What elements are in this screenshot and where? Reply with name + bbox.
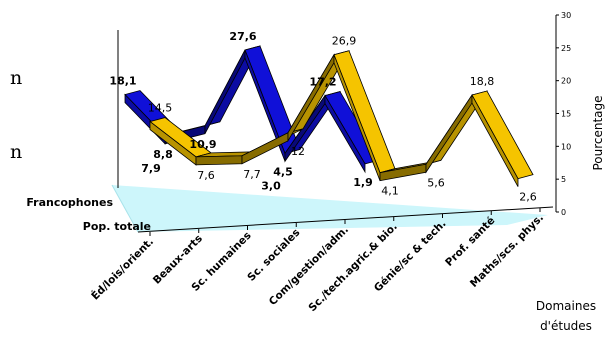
x-tick-label: Com/gestion/adm. [267, 224, 351, 308]
x-tick-label: Sc./tech.agric.& bio. [306, 221, 399, 314]
series-ribbon-0 [124, 45, 381, 174]
data-label: 8,8 [153, 148, 173, 161]
series-layer [124, 45, 534, 187]
data-label: 14,5 [148, 102, 173, 115]
ribbon-front-face [324, 94, 366, 174]
left-fragment-bottom: n [10, 141, 22, 163]
ribbon-front-face [471, 94, 519, 187]
y-tick-label: 15 [561, 110, 571, 119]
value-labels: 18,1 8,8 10,9 27,6 4,5 17,2 1,9 14,5 7,6 7,7 12 26,… [109, 30, 536, 204]
x-axis-label-line1: Domaines [536, 299, 596, 313]
floor-plane [112, 185, 548, 232]
series-ribbon-1 [149, 50, 534, 187]
data-label: 18,1 [109, 75, 136, 88]
y-ticks: 0 5 10 15 20 25 30 [556, 11, 571, 217]
ribbon-top-face [471, 90, 534, 180]
x-tick-label: Éd/lois/orient. [89, 235, 157, 303]
y-tick-label: 0 [561, 208, 566, 217]
data-label: 2,6 [519, 191, 537, 204]
y-tick-label: 10 [561, 142, 571, 151]
y-axis-label: Pourcentage [591, 95, 605, 170]
ribbon-top-face [244, 45, 301, 154]
data-label: 3,0 [261, 179, 281, 192]
data-label: 17,2 [309, 76, 336, 89]
data-label: 7,7 [243, 168, 261, 181]
x-axis-label-line2: d'études [540, 319, 592, 333]
ribbon-front-face [195, 155, 243, 166]
data-label: 10,9 [189, 138, 216, 151]
data-label: 7,6 [197, 169, 215, 182]
data-label: 4,1 [381, 185, 399, 198]
y-tick-label: 20 [561, 77, 571, 86]
y-tick-label: 25 [561, 44, 571, 53]
ribbon-front-face [204, 49, 246, 134]
legend-pop-totale: Pop. totale [83, 220, 151, 233]
data-label: 5,6 [427, 176, 445, 189]
data-label: 12 [291, 145, 305, 158]
y-tick-label: 5 [561, 175, 566, 184]
left-fragment-top: n [10, 67, 22, 89]
ribbon-front-face [425, 93, 473, 174]
data-label: 27,6 [229, 30, 256, 43]
x-axis-line [137, 206, 554, 233]
data-label: 26,9 [332, 35, 357, 48]
data-label: 18,8 [470, 75, 495, 88]
y-tick-label: 30 [561, 11, 571, 20]
data-label: 7,9 [141, 162, 161, 175]
legend-francophones: Francophones [26, 196, 113, 209]
floor-left-edge [111, 184, 139, 233]
data-label: 1,9 [353, 176, 373, 189]
data-label: 4,5 [273, 165, 293, 178]
